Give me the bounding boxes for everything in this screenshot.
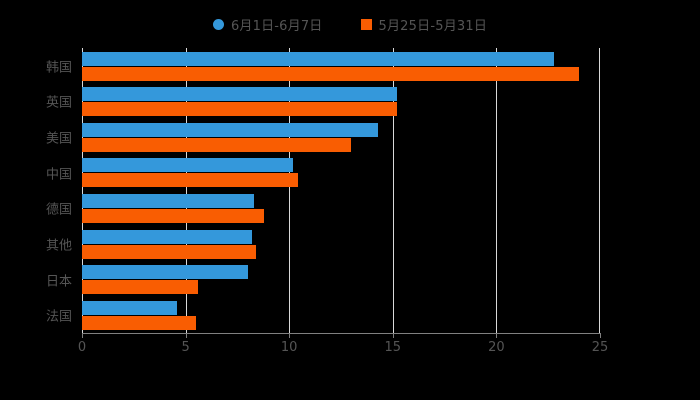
bar-group <box>82 265 600 295</box>
bar-series-1[interactable] <box>82 300 178 315</box>
y-axis-label: 日本 <box>45 274 72 290</box>
y-axis-label: 中国 <box>45 167 72 183</box>
bar-series-2[interactable] <box>82 137 352 152</box>
y-axis-line <box>82 48 83 333</box>
bar-series-2[interactable] <box>82 66 580 81</box>
x-axis-ticks: 0 5 10 15 20 25 <box>0 333 700 363</box>
gridline-25 <box>599 48 600 333</box>
x-tick-mark <box>496 333 498 338</box>
x-tick-label: 0 <box>77 340 87 355</box>
x-tick-mark <box>185 333 187 338</box>
x-axis-line <box>82 333 601 334</box>
bar-series-1[interactable] <box>82 265 248 280</box>
bar-group <box>82 194 600 223</box>
y-axis-label: 美国 <box>45 131 72 147</box>
bar-series-2[interactable] <box>82 315 196 330</box>
gridline-10 <box>289 48 291 333</box>
bar-group <box>82 122 600 152</box>
y-axis-category-labels: 韩国 英国 美国 中国 德国 其他 日本 法国 <box>0 48 72 333</box>
y-axis-label: 其他 <box>45 238 72 254</box>
bar-group <box>82 300 600 330</box>
y-axis-label: 法国 <box>45 309 72 325</box>
bar-series-2[interactable] <box>82 173 298 188</box>
plot-area <box>82 48 600 333</box>
x-tick-label: 25 <box>591 340 609 355</box>
x-tick-mark <box>600 333 601 338</box>
legend-label-series-2: 5月25日-5月31日 <box>378 18 488 34</box>
bar-series-1[interactable] <box>82 158 294 173</box>
legend-label-series-1: 6月1日-6月7日 <box>230 18 323 34</box>
gridline-15 <box>392 48 394 333</box>
x-tick-label: 5 <box>181 340 190 355</box>
bar-group <box>82 158 600 188</box>
x-tick-mark <box>392 333 394 338</box>
bar-series-2[interactable] <box>82 280 198 295</box>
bar-series-1[interactable] <box>82 194 254 208</box>
bar-series-2[interactable] <box>82 209 265 223</box>
chart-legend: 6月1日-6月7日 5月25日-5月31日 <box>0 10 700 38</box>
x-tick-label: 10 <box>280 340 298 355</box>
y-axis-label: 德国 <box>45 202 72 218</box>
x-tick-mark <box>289 333 291 338</box>
bar-group <box>82 229 600 259</box>
y-axis-label: 英国 <box>45 95 72 111</box>
y-axis-label: 韩国 <box>45 60 72 76</box>
bar-series-1[interactable] <box>82 122 379 137</box>
bar-series-2[interactable] <box>82 244 256 259</box>
legend-item-series-2[interactable]: 5月25日-5月31日 <box>360 15 488 34</box>
bar-series-1[interactable] <box>82 87 397 102</box>
gridline-20 <box>496 48 498 333</box>
bar-group <box>82 51 600 81</box>
x-tick-label: 20 <box>488 340 505 355</box>
bar-series-2[interactable] <box>82 102 397 117</box>
x-tick-label: 15 <box>384 340 402 355</box>
bar-series-1[interactable] <box>82 51 555 66</box>
legend-item-series-1[interactable]: 6月1日-6月7日 <box>212 15 323 34</box>
bar-series-1[interactable] <box>82 229 252 244</box>
legend-square-marker-icon <box>360 18 372 30</box>
legend-circle-marker-icon <box>212 18 224 30</box>
bar-group <box>82 87 600 117</box>
gridline-5 <box>185 48 187 333</box>
x-tick-mark <box>82 333 83 338</box>
